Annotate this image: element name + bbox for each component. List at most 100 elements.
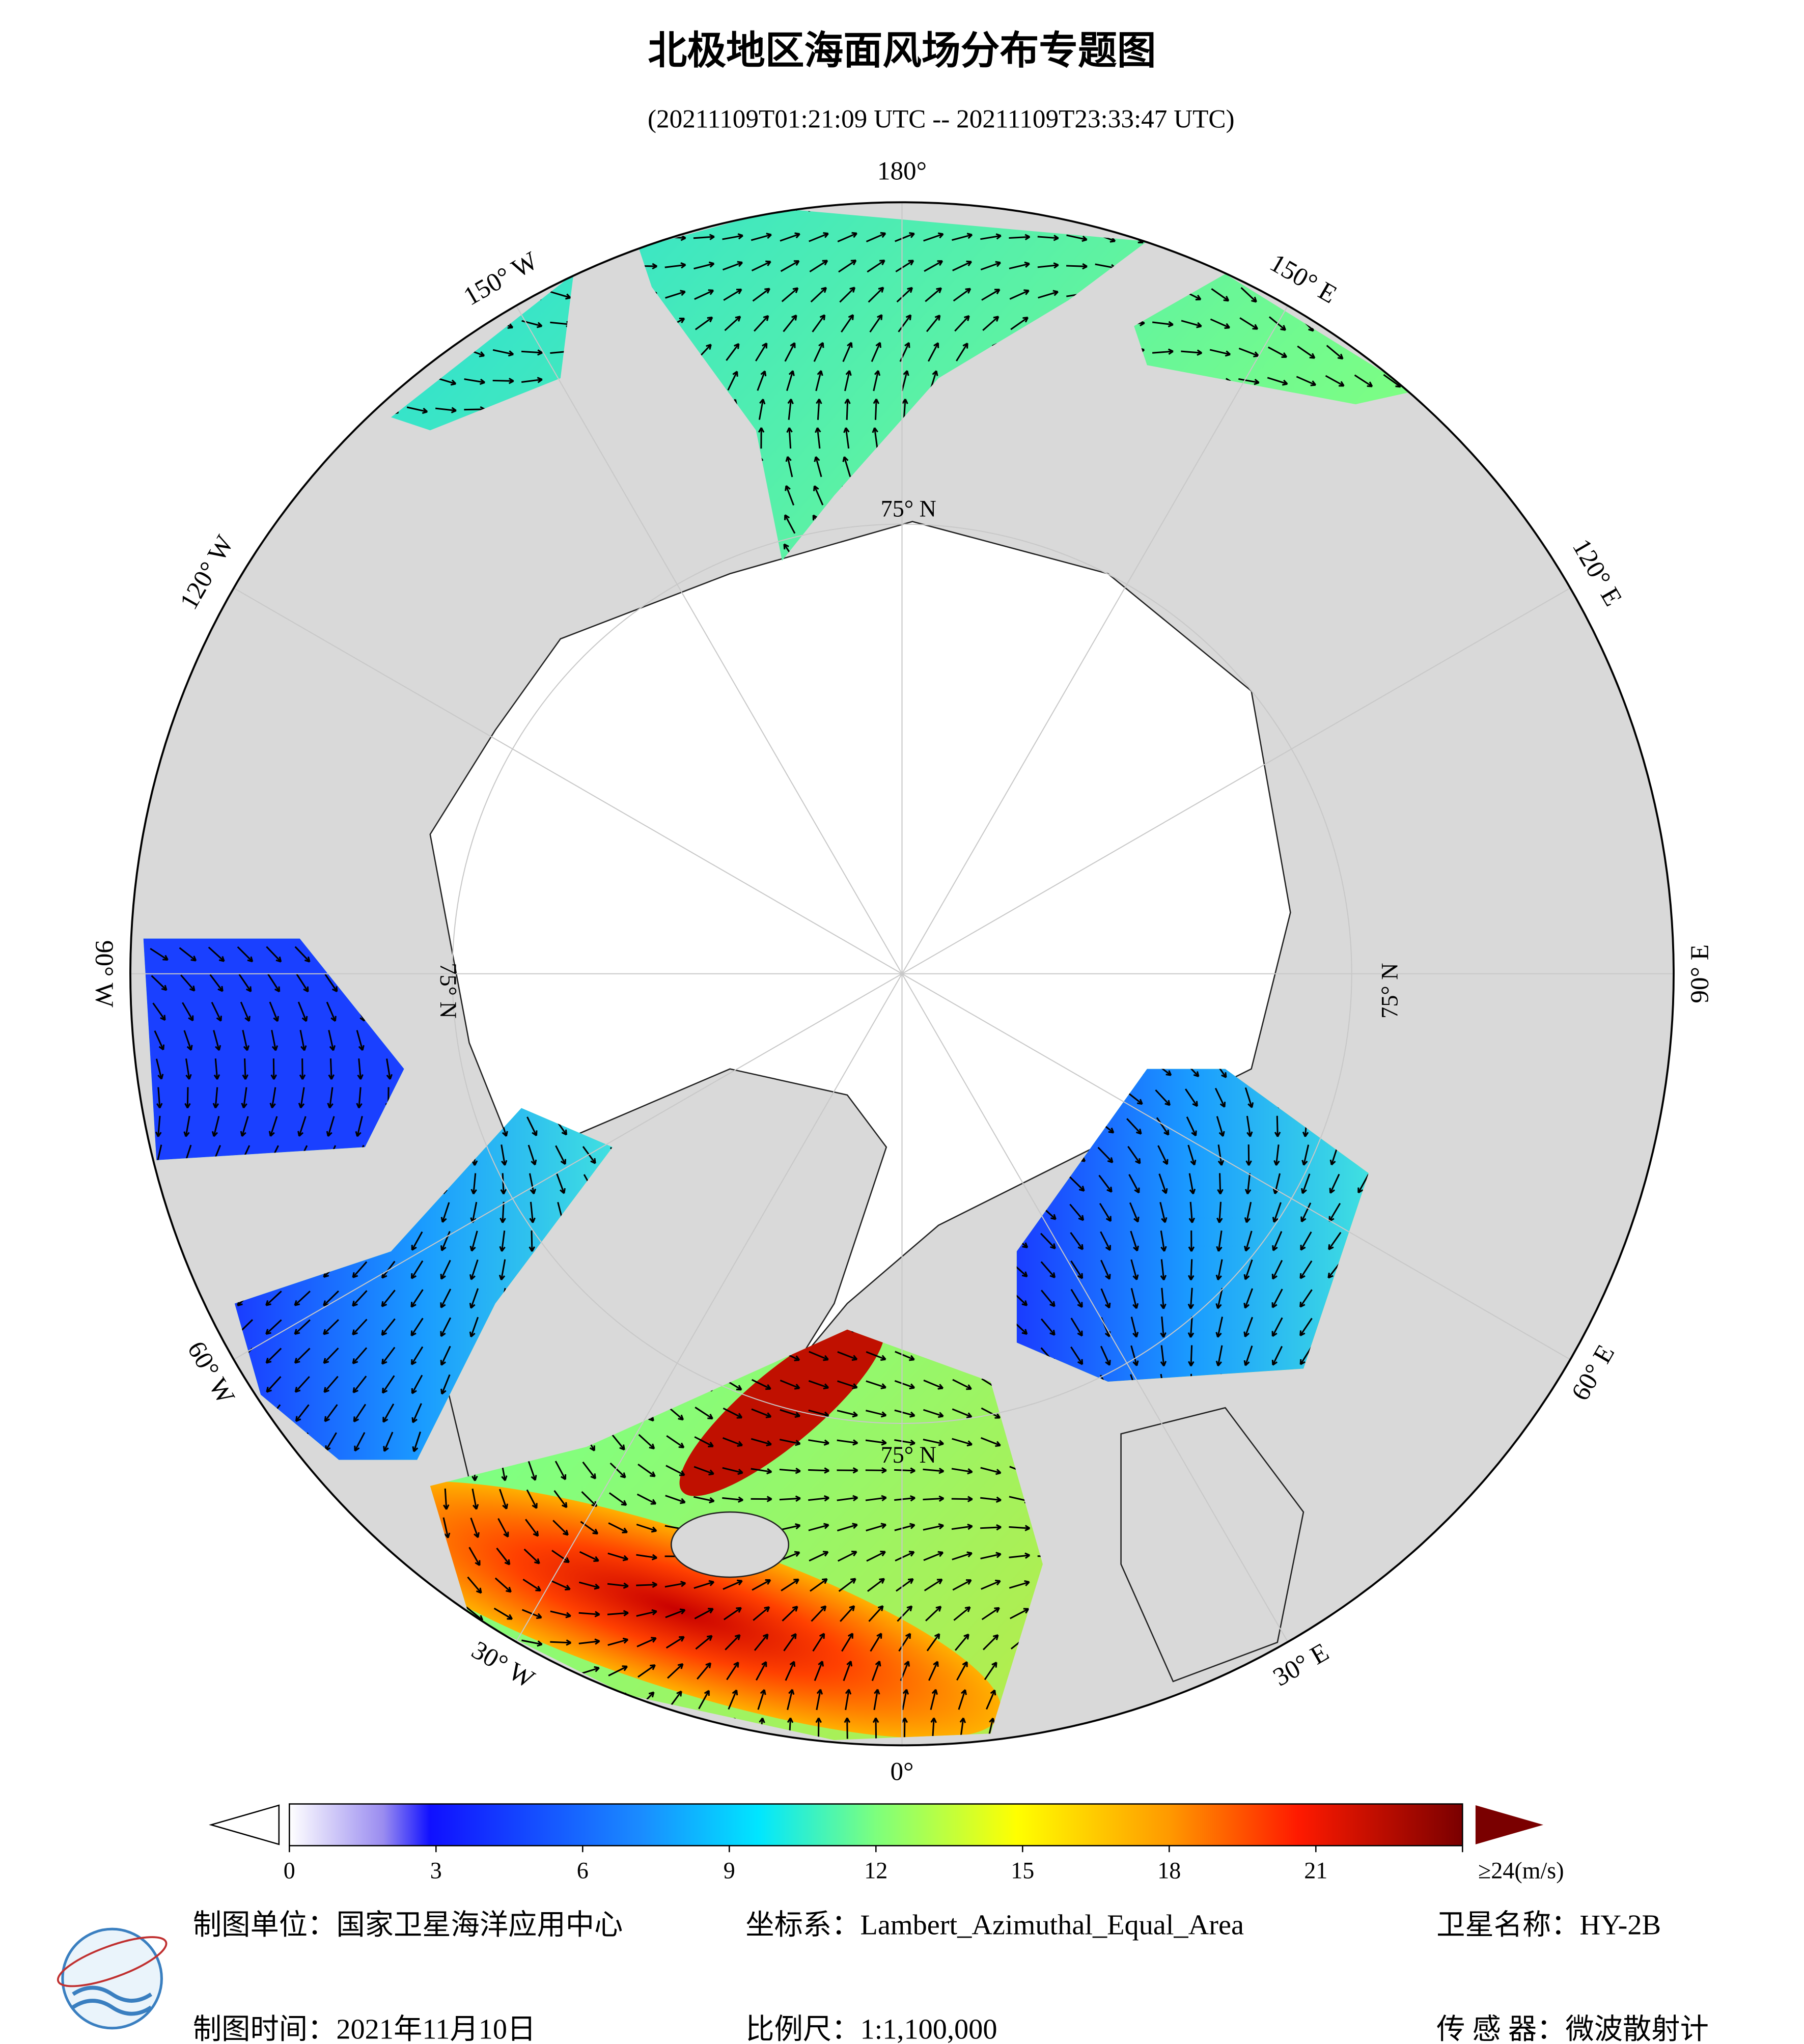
- colorbar-tick-label: 18: [1157, 1858, 1181, 1884]
- wind-arrow: [1130, 1345, 1139, 1366]
- wind-arrow: [1324, 1725, 1346, 1733]
- wind-arrow: [722, 1496, 743, 1503]
- wind-arrow: [693, 234, 715, 240]
- wind-arrow: [1238, 1697, 1260, 1704]
- wind-arrow: [352, 1261, 368, 1278]
- wind-arrow: [1275, 209, 1282, 220]
- wind-arrow: [127, 1059, 135, 1078]
- wind-arrow: [239, 1460, 250, 1481]
- wind-arrow: [120, 1726, 141, 1731]
- wind-arrow: [381, 1290, 396, 1307]
- wind-arrow: [550, 260, 571, 272]
- wind-arrow: [409, 315, 426, 332]
- wind-arrow: [267, 1432, 280, 1451]
- wind-arrow: [206, 435, 227, 443]
- wind-arrow: [386, 227, 393, 248]
- wind-arrow: [295, 1404, 310, 1422]
- wind-arrow: [841, 314, 854, 333]
- wind-arrow: [240, 1001, 251, 1022]
- wind-arrow: [1244, 1173, 1252, 1195]
- meridian: [901, 587, 1571, 974]
- wind-arrow: [1038, 290, 1059, 299]
- wind-arrow: [901, 370, 909, 391]
- footer: 制图单位：国家卫星海洋应用中心 坐标系：Lambert_Azimuthal_Eq…: [193, 1910, 1709, 2044]
- wind-arrow: [1127, 1145, 1141, 1164]
- wind-arrow: [894, 1409, 915, 1418]
- wind-arrow: [722, 261, 743, 271]
- wind-arrow: [815, 370, 823, 391]
- wind-arrow: [1389, 256, 1397, 277]
- wind-arrow: [842, 342, 853, 362]
- wind-arrow: [1186, 1116, 1197, 1137]
- wind-arrow: [1326, 345, 1344, 360]
- wind-arrow: [980, 1437, 1001, 1447]
- wind-arrow: [326, 1116, 335, 1137]
- wind-arrow: [125, 1576, 136, 1594]
- wind-arrow: [956, 1661, 968, 1681]
- wind-arrow: [1243, 1288, 1254, 1309]
- wind-arrow: [235, 404, 256, 415]
- wind-arrow: [895, 1551, 915, 1562]
- wind-arrow: [297, 1001, 308, 1022]
- wind-arrow: [953, 1606, 971, 1621]
- wind-arrow: [177, 463, 199, 470]
- wind-arrow: [150, 632, 169, 646]
- wind-arrow: [498, 1259, 506, 1281]
- wind-arrow: [521, 1609, 542, 1619]
- wind-arrow: [1412, 374, 1414, 388]
- wind-arrow: [211, 1001, 222, 1022]
- wind-arrow: [470, 209, 480, 219]
- wind-arrow: [637, 1464, 656, 1477]
- wind-arrow: [178, 375, 198, 387]
- wind-arrow: [670, 1718, 681, 1739]
- wind-arrow: [264, 1723, 284, 1734]
- wind-arrow: [121, 519, 140, 529]
- wind-arrow: [180, 974, 196, 992]
- wind-arrow: [263, 464, 285, 471]
- wind-arrow: [499, 1201, 506, 1223]
- wind-arrow: [467, 1576, 482, 1594]
- wind-arrow: [550, 291, 571, 300]
- wind-arrow: [980, 1552, 1002, 1560]
- wind-arrow: [384, 256, 394, 277]
- wind-arrow: [1009, 1552, 1031, 1559]
- wind-arrow: [298, 285, 308, 305]
- wind-arrow: [234, 492, 256, 499]
- wind-arrow: [958, 1689, 967, 1710]
- longitude-label: 180°: [877, 157, 927, 186]
- wind-arrow: [292, 404, 313, 415]
- scandinavia: [1120, 1407, 1305, 1683]
- wind-arrow: [183, 256, 193, 277]
- wind-arrow: [241, 1575, 250, 1596]
- wind-arrow: [1417, 1604, 1425, 1623]
- wind-arrow: [1211, 288, 1230, 302]
- wind-arrow: [410, 286, 424, 304]
- wind-arrow: [150, 689, 169, 703]
- wind-arrow: [180, 315, 196, 332]
- wind-arrow: [1209, 349, 1231, 357]
- wind-arrow: [609, 1462, 626, 1478]
- wind-arrow: [242, 256, 249, 277]
- wind-arrow: [357, 1058, 364, 1080]
- wind-arrow: [873, 1689, 880, 1711]
- wind-arrow: [414, 227, 422, 248]
- wind-arrow: [1384, 1663, 1401, 1679]
- wind-arrow: [1037, 262, 1059, 269]
- wind-arrow: [894, 1467, 915, 1474]
- wind-arrow: [268, 1460, 279, 1480]
- colorbar-tick-label: 3: [430, 1858, 442, 1884]
- wind-arrow: [694, 1436, 714, 1447]
- wind-arrow: [781, 287, 799, 302]
- wind-arrow: [299, 1546, 306, 1567]
- wind-arrow: [1009, 1580, 1030, 1589]
- wind-arrow: [294, 1663, 311, 1679]
- wind-arrow: [235, 548, 256, 556]
- wind-arrow: [126, 1547, 134, 1566]
- wind-arrow: [266, 1376, 282, 1393]
- wind-arrow: [1417, 199, 1423, 219]
- wind-arrow: [1100, 1288, 1111, 1309]
- wind-arrow: [930, 1689, 938, 1710]
- wind-arrow: [120, 378, 140, 385]
- wind-arrow: [809, 1551, 829, 1562]
- wind-arrow: [126, 1202, 134, 1222]
